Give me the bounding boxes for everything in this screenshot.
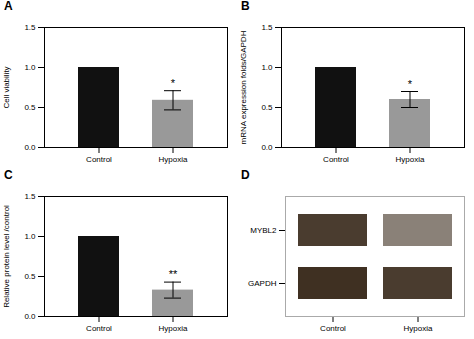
svg-text:0.5: 0.5	[24, 272, 36, 281]
svg-text:Hypoxia: Hypoxia	[404, 324, 433, 333]
svg-text:Control: Control	[86, 324, 112, 333]
html-text:B: B	[241, 0, 250, 13]
svg-text:1.0: 1.0	[24, 232, 36, 241]
svg-text:Hypoxia: Hypoxia	[159, 324, 188, 333]
html-text:A: A	[4, 0, 13, 13]
svg-text:Relative protein level /contro: Relative protein level /control	[2, 205, 11, 308]
svg-text:GAPDH: GAPDH	[248, 279, 277, 288]
svg-text:1.5: 1.5	[24, 23, 36, 32]
svg-text:0.5: 0.5	[261, 103, 273, 112]
svg-text:1.0: 1.0	[261, 63, 273, 72]
svg-text:0.5: 0.5	[24, 103, 36, 112]
html-text:C: C	[4, 168, 13, 182]
svg-text:MYBL2: MYBL2	[250, 226, 277, 235]
svg-text:Control: Control	[323, 155, 349, 164]
svg-text:1.5: 1.5	[261, 23, 273, 32]
svg-text:0.0: 0.0	[261, 143, 273, 152]
svg-text:0.0: 0.0	[24, 143, 36, 152]
html-text:D: D	[241, 168, 250, 182]
svg-text:**: **	[169, 268, 178, 280]
svg-text:*: *	[171, 77, 176, 89]
svg-text:1.0: 1.0	[24, 63, 36, 72]
svg-text:1.5: 1.5	[24, 192, 36, 201]
svg-text:mRNA expression folds/GAPDH: mRNA expression folds/GAPDH	[239, 30, 248, 144]
svg-text:Hypoxia: Hypoxia	[159, 155, 188, 164]
svg-text:Control: Control	[86, 155, 112, 164]
svg-text:*: *	[408, 78, 413, 90]
svg-text:Cell viability: Cell viability	[2, 66, 11, 108]
svg-text:Hypoxia: Hypoxia	[396, 155, 425, 164]
svg-text:Control: Control	[320, 324, 346, 333]
svg-text:0.0: 0.0	[24, 312, 36, 321]
